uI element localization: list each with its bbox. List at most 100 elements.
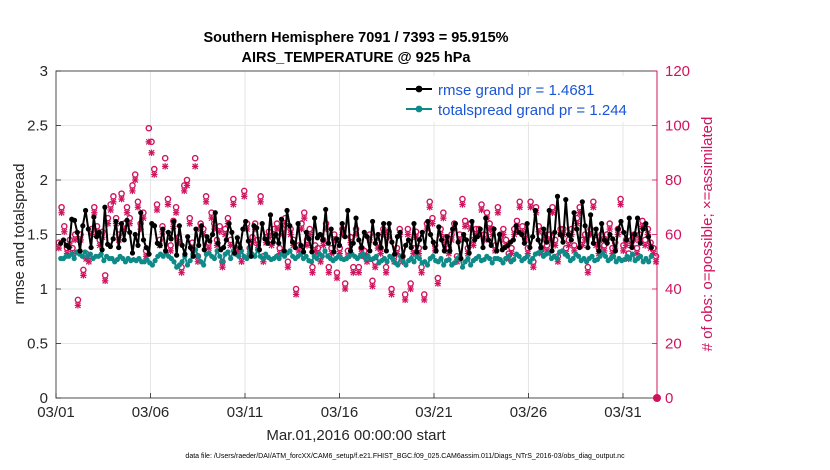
series-point <box>71 217 78 223</box>
series-point <box>193 226 199 232</box>
series-point <box>447 248 453 254</box>
series-point <box>262 236 268 242</box>
series-point <box>300 249 307 255</box>
series-point <box>543 239 550 245</box>
obs-assimilated-point <box>178 269 185 276</box>
obs-assimilated-point <box>164 201 172 208</box>
legend-spread-label: totalspread grand pr = 1.244 <box>438 102 627 119</box>
series-point <box>116 244 122 251</box>
obs-assimilated-point <box>606 225 613 233</box>
series-point <box>458 255 464 262</box>
series-point <box>287 248 293 254</box>
series-point <box>375 231 381 238</box>
series-point <box>127 229 133 235</box>
series-point <box>328 226 334 232</box>
y-tick-label-right: 40 <box>665 281 682 298</box>
series-point <box>386 221 392 227</box>
series-point <box>252 253 258 259</box>
series-point <box>267 212 274 218</box>
obs-assimilated-point <box>191 163 199 170</box>
series-point <box>588 212 594 218</box>
series-point <box>336 242 343 248</box>
obs-assimilated-point <box>516 204 523 211</box>
series-point <box>378 244 384 251</box>
x-axis: 03/01 03/06 03/11 03/16 03/21 03/26 03/31 <box>37 393 642 421</box>
series-point <box>138 210 144 216</box>
series-point <box>615 226 621 232</box>
series-point <box>505 253 511 259</box>
series-point <box>187 244 194 251</box>
series-point <box>256 247 263 253</box>
series-point <box>140 237 147 243</box>
series-point <box>530 255 536 262</box>
series-point <box>317 231 323 238</box>
series-point <box>369 218 376 225</box>
x-axis-label: Mar.01,2016 00:00:00 start <box>266 427 446 444</box>
series-point <box>187 258 193 264</box>
y-axis-label-left: rmse and totalspread <box>11 164 28 305</box>
series-point <box>276 255 282 262</box>
series-point <box>570 255 576 262</box>
series-point <box>427 231 434 238</box>
series-point <box>411 221 417 227</box>
series-point <box>604 240 610 246</box>
series-point <box>384 259 390 265</box>
series-point <box>524 253 530 259</box>
obs-assimilated-point <box>369 283 376 290</box>
series-point <box>360 251 366 257</box>
series-point <box>480 244 486 251</box>
series-point <box>212 210 218 216</box>
obs-assimilated-point <box>219 264 226 271</box>
obs-assimilated-point <box>230 201 237 208</box>
series-point <box>179 259 185 265</box>
series-point <box>389 255 396 262</box>
series-point <box>394 234 401 240</box>
series-point <box>468 262 474 268</box>
series-point <box>491 226 497 232</box>
series-point <box>298 242 304 248</box>
obs-assimilated-point <box>641 242 649 249</box>
obs-assimilated-point <box>429 220 436 227</box>
obs-assimilated-point <box>434 280 442 287</box>
series-point <box>146 251 152 257</box>
series-point <box>585 244 591 251</box>
series-point <box>292 244 298 251</box>
series-point <box>132 231 138 238</box>
series-point <box>284 207 290 214</box>
obs-assimilated-point <box>461 223 469 230</box>
obs-assimilated-point <box>382 269 390 276</box>
series-point <box>135 242 141 248</box>
series-point <box>441 248 447 254</box>
series-point <box>276 240 282 246</box>
series-point <box>289 239 296 245</box>
series-point <box>215 240 221 246</box>
series-point <box>244 255 250 262</box>
obs-assimilated-point <box>418 269 425 276</box>
series-point <box>461 231 467 238</box>
series-point <box>190 253 196 259</box>
series-point <box>627 255 633 262</box>
y-tick-label-right: 20 <box>665 336 682 353</box>
series-point <box>334 236 340 242</box>
series-point <box>500 260 506 266</box>
obs-assimilated-point <box>652 258 660 265</box>
series-point <box>182 251 188 257</box>
series-point <box>476 253 482 259</box>
series-point <box>645 234 652 240</box>
series-point <box>312 215 318 221</box>
series-point <box>392 251 398 257</box>
series-point <box>530 234 536 240</box>
series-point <box>576 244 583 251</box>
series-point <box>77 248 83 254</box>
series-point <box>303 229 309 235</box>
obs-assimilated-point <box>377 250 384 257</box>
series-point <box>634 215 641 221</box>
series-point <box>309 249 315 255</box>
y-tick-label-left: 1 <box>40 281 48 298</box>
series-point <box>149 262 156 268</box>
obs-assimilated-point <box>571 247 578 255</box>
series-point <box>162 248 169 254</box>
series-point <box>356 237 362 243</box>
series-point <box>74 229 80 235</box>
series-point <box>637 253 644 259</box>
